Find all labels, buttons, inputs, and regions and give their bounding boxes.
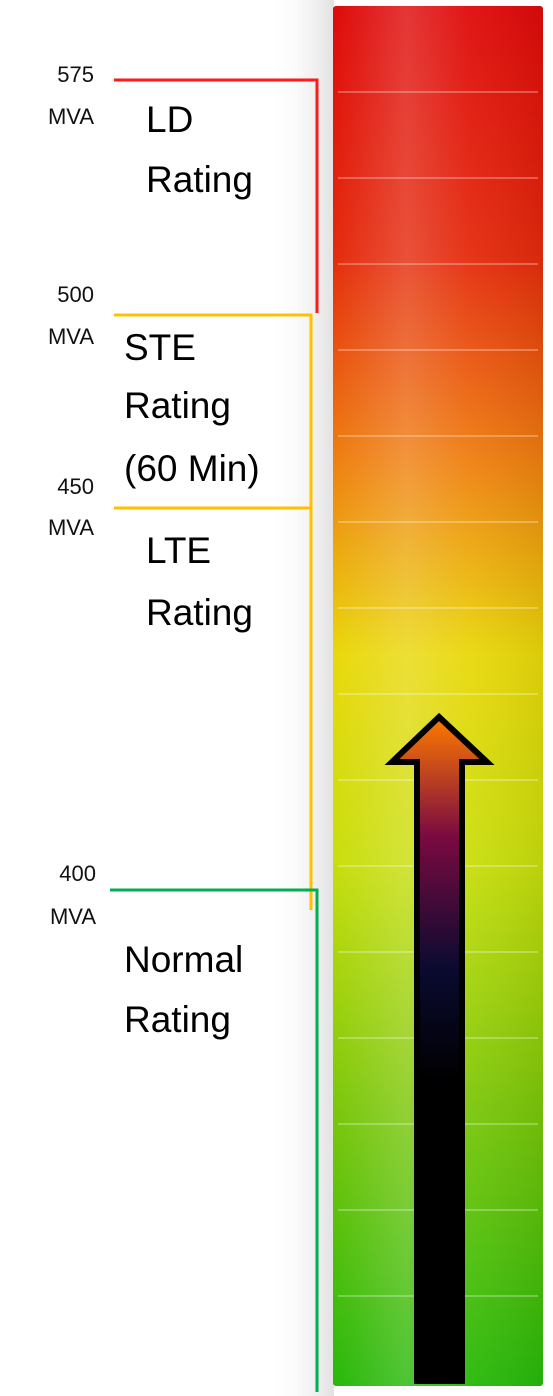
normal-rating-bracket bbox=[110, 888, 319, 1392]
ld-rating-label-line1: LD bbox=[146, 99, 193, 140]
lte-rating-label-line2: Rating bbox=[146, 592, 253, 633]
ste-rating-bracket bbox=[114, 313, 313, 910]
level-575-value: 575 bbox=[57, 62, 94, 87]
lte-rating-label-line1: LTE bbox=[146, 530, 211, 571]
ld-rating-label-line2: Rating bbox=[146, 159, 253, 200]
ste-rating-label-line1: STE bbox=[124, 327, 196, 368]
level-500-unit: MVA bbox=[48, 324, 94, 349]
level-500-value: 500 bbox=[57, 282, 94, 307]
ld-rating-bracket bbox=[114, 78, 319, 313]
level-575-unit: MVA bbox=[48, 104, 94, 129]
ste-rating-label-line2: Rating bbox=[124, 385, 231, 426]
up-arrow-icon bbox=[384, 712, 495, 1384]
level-400-unit: MVA bbox=[50, 904, 96, 929]
normal-rating-label-line1: Normal bbox=[124, 939, 243, 980]
level-450-unit: MVA bbox=[48, 515, 94, 540]
level-450-value: 450 bbox=[57, 474, 94, 499]
ste-rating-label-line3: (60 Min) bbox=[124, 448, 260, 489]
gradient-meter-bar bbox=[333, 6, 543, 1386]
bar-shadow bbox=[268, 0, 334, 1396]
level-400-value: 400 bbox=[59, 861, 96, 886]
normal-rating-label-line2: Rating bbox=[124, 999, 231, 1040]
